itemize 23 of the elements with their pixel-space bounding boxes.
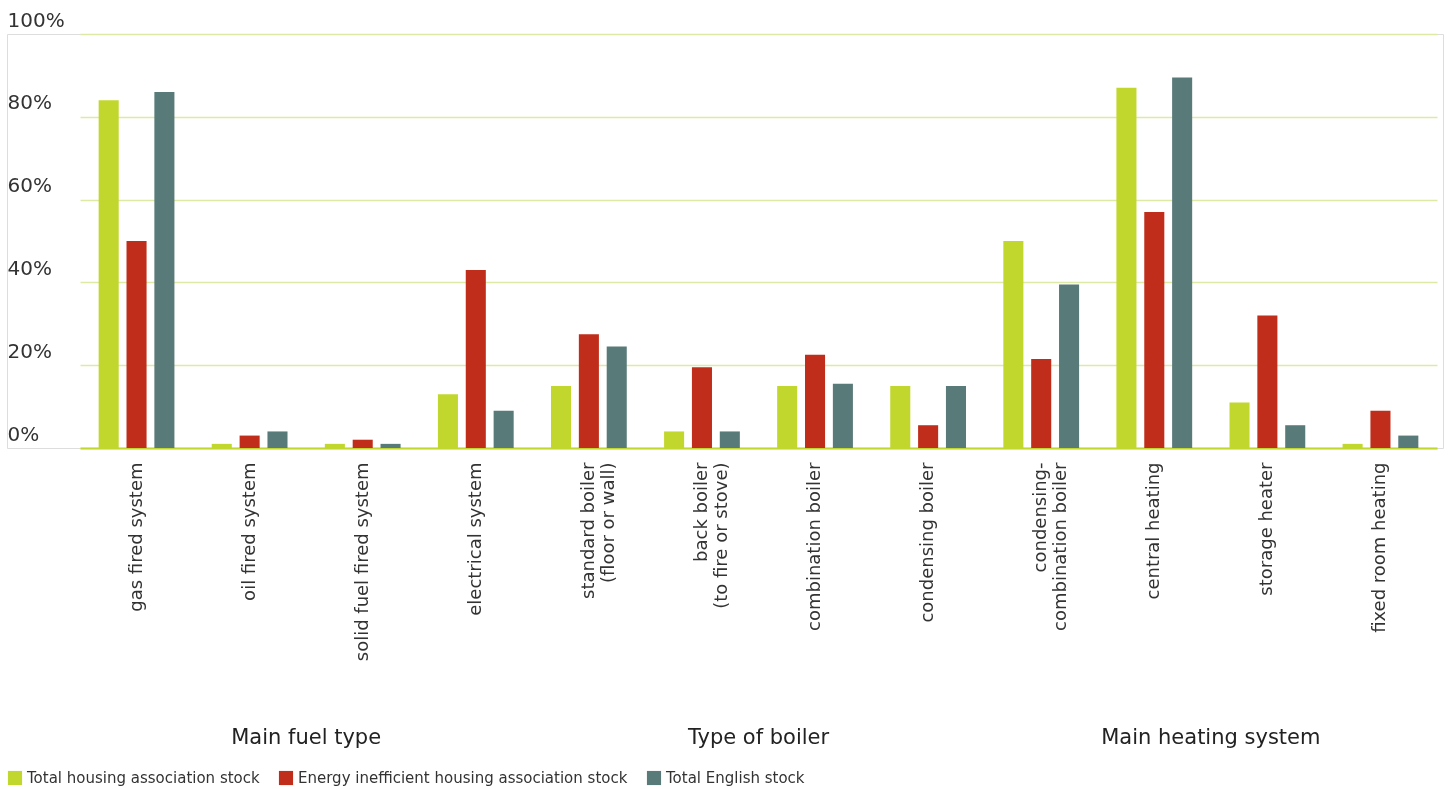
- text: Main fuel type: [231, 725, 382, 749]
- x-tick-label: back boiler (to fire or stove): [689, 461, 731, 609]
- legend-label: Total housing association stock: [26, 769, 260, 787]
- legend-label: Energy inefficient housing association stock: [298, 769, 628, 787]
- x-tick-label: solid fuel fired system: [350, 462, 372, 662]
- x-tick-label: fixed room heating: [1368, 462, 1390, 633]
- y-tick-label: 40%: [7, 255, 52, 280]
- x-tick-label: storage heater: [1255, 461, 1277, 596]
- x-tick-label: oil fired system: [237, 462, 259, 601]
- x-tick-label: standard boiler (floor or wall): [576, 461, 618, 599]
- y-tick-label: 100%: [7, 7, 65, 32]
- legend-label: Total English stock: [665, 769, 805, 787]
- text: Main heating system: [1101, 725, 1321, 749]
- x-tick-label: central heating: [1142, 462, 1164, 600]
- y-tick-label: 60%: [7, 173, 52, 198]
- text: Type of boiler: [686, 725, 830, 749]
- x-tick-label: electrical system: [463, 462, 485, 616]
- y-tick-label: 80%: [7, 90, 52, 115]
- y-tick-label: 0%: [7, 421, 40, 446]
- y-tick-label: 20%: [7, 338, 52, 363]
- x-tick-label: combination boiler: [803, 461, 825, 631]
- x-tick-label: condensing boiler: [916, 461, 938, 623]
- x-tick-label: gas fired system: [124, 462, 146, 612]
